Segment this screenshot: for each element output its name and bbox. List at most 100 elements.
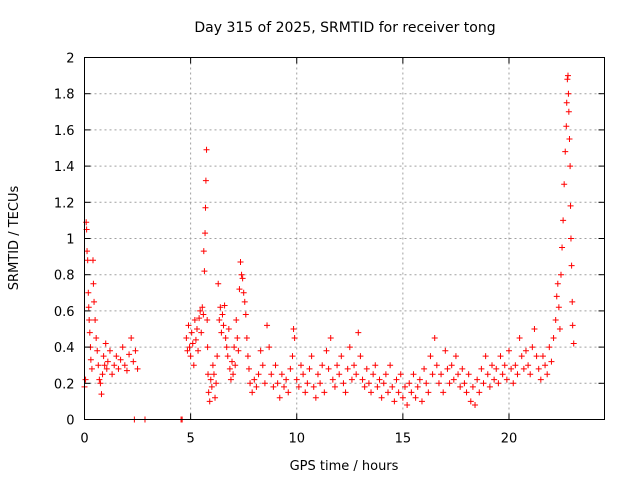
data-point: [219, 311, 226, 318]
data-point: [202, 230, 209, 237]
data-point: [257, 347, 264, 354]
data-point: [186, 344, 193, 351]
chart-title: Day 315 of 2025, SRMTID for receiver ton…: [194, 20, 495, 36]
data-point: [527, 371, 534, 378]
data-point: [251, 376, 258, 383]
data-point: [329, 376, 336, 383]
data-point: [209, 362, 216, 369]
data-point: [562, 148, 569, 155]
data-point: [321, 389, 328, 396]
data-point: [567, 202, 574, 209]
data-point: [188, 329, 195, 336]
data-point: [564, 72, 571, 79]
data-point: [564, 76, 571, 83]
data-point: [555, 304, 562, 311]
data-point: [184, 347, 191, 354]
data-point: [106, 347, 113, 354]
data-point: [126, 351, 133, 358]
data-point: [486, 383, 493, 390]
data-point: [232, 362, 239, 369]
data-point: [489, 362, 496, 369]
data-point: [185, 322, 192, 329]
data-point: [563, 123, 570, 130]
data-point: [429, 371, 436, 378]
data-point: [501, 362, 508, 369]
y-tick-labels: 0 0.2 0.4 0.6 0.8 1 1.2 1.4 1.6 1.8 2: [54, 52, 75, 429]
data-point: [300, 371, 307, 378]
data-point: [344, 365, 351, 372]
data-point: [216, 316, 223, 323]
data-point: [484, 371, 491, 378]
data-point: [431, 335, 438, 342]
data-point: [97, 380, 104, 387]
x-tick-label: 0: [80, 432, 88, 447]
data-point: [522, 347, 529, 354]
data-point: [372, 362, 379, 369]
data-point: [406, 380, 413, 387]
data-point: [199, 304, 206, 311]
data-point: [520, 365, 527, 372]
data-point: [433, 362, 440, 369]
data-point: [455, 371, 462, 378]
data-point: [293, 376, 300, 383]
data-point: [212, 394, 219, 401]
data-point: [205, 389, 212, 396]
data-point: [351, 362, 358, 369]
data-point: [93, 335, 100, 342]
data-point: [566, 135, 573, 142]
data-point: [557, 271, 564, 278]
data-point: [461, 380, 468, 387]
data-point: [205, 371, 212, 378]
data-point: [340, 380, 347, 387]
data-point: [556, 326, 563, 332]
data-point: [249, 389, 256, 396]
data-point: [134, 365, 141, 372]
data-point: [569, 322, 576, 329]
data-point: [514, 371, 521, 378]
data-point: [117, 356, 124, 363]
data-point: [100, 353, 107, 360]
y-tick-label: 0.4: [54, 341, 75, 356]
data-point: [200, 311, 207, 318]
data-point: [196, 315, 203, 322]
y-tick-label: 1: [66, 233, 74, 248]
data-point: [544, 371, 551, 378]
data-point: [570, 340, 577, 347]
data-point: [130, 358, 137, 365]
data-point: [478, 365, 485, 372]
data-point: [440, 389, 447, 396]
data-point: [241, 298, 248, 305]
data-point: [408, 389, 415, 396]
data-point: [469, 383, 476, 390]
data-point: [224, 353, 231, 360]
y-tick-label: 0.2: [54, 377, 75, 392]
data-point: [317, 380, 324, 387]
data-point: [85, 304, 92, 311]
y-tick-label: 1.8: [54, 88, 75, 103]
data-point: [370, 371, 377, 378]
data-point: [119, 344, 126, 351]
data-point: [103, 365, 110, 372]
data-point: [242, 311, 249, 318]
y-tick-label: 2: [66, 52, 74, 67]
data-point: [560, 217, 567, 224]
data-point: [85, 289, 92, 296]
data-point: [425, 389, 432, 396]
data-point: [319, 362, 326, 369]
data-point: [98, 391, 105, 398]
data-point: [423, 380, 430, 387]
data-point: [491, 376, 498, 383]
data-point: [214, 353, 221, 360]
x-tick-label: 10: [288, 432, 305, 447]
data-point: [113, 353, 120, 360]
data-point: [505, 347, 512, 354]
data-point: [355, 329, 362, 336]
data-point: [561, 181, 568, 188]
data-point: [382, 371, 389, 378]
data-point: [207, 376, 214, 383]
data-point: [438, 371, 445, 378]
data-point: [393, 376, 400, 383]
data-point: [94, 347, 101, 354]
data-point: [234, 335, 241, 342]
